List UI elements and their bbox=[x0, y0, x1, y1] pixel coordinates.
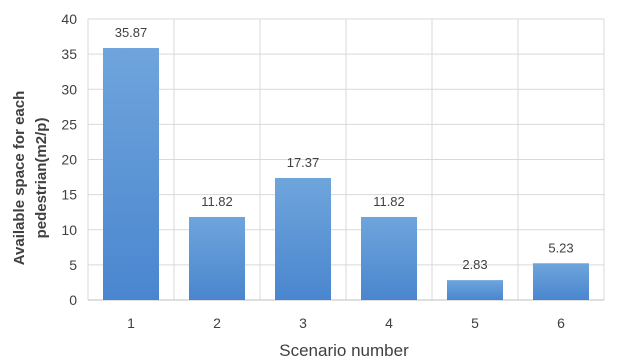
y-tick-10: 10 bbox=[61, 222, 77, 238]
x-tick-1: 1 bbox=[127, 315, 135, 331]
data-label-6: 5.23 bbox=[548, 240, 573, 255]
y-tick-15: 15 bbox=[61, 187, 77, 203]
data-label-3: 17.37 bbox=[287, 155, 320, 170]
bar-4 bbox=[361, 216, 417, 300]
data-label-4: 11.82 bbox=[373, 194, 405, 209]
data-label-2: 11.82 bbox=[201, 194, 233, 209]
x-tick-4: 4 bbox=[385, 315, 393, 331]
x-axis-title: Scenario number bbox=[279, 341, 409, 360]
y-tick-30: 30 bbox=[61, 81, 77, 97]
x-tick-5: 5 bbox=[471, 315, 479, 331]
data-labels: 35.87 11.82 17.37 11.82 2.83 5.23 bbox=[115, 25, 574, 272]
y-tick-0: 0 bbox=[69, 292, 77, 308]
data-label-5: 2.83 bbox=[462, 257, 487, 272]
y-tick-25: 25 bbox=[61, 116, 77, 132]
bar-1 bbox=[103, 48, 159, 301]
x-axis-ticks: 1 2 3 4 5 6 bbox=[127, 315, 565, 331]
bars bbox=[103, 48, 589, 301]
y-axis-title-line-1: Available space for each bbox=[11, 91, 28, 266]
y-axis-ticks: 0 5 10 15 20 25 30 35 40 bbox=[61, 11, 77, 308]
y-tick-35: 35 bbox=[61, 46, 77, 62]
x-tick-6: 6 bbox=[557, 315, 565, 331]
y-tick-20: 20 bbox=[61, 152, 77, 168]
data-label-1: 35.87 bbox=[115, 25, 148, 40]
y-axis-title: Available space for each pedestrian(m2/p… bbox=[11, 91, 50, 266]
bar-5 bbox=[447, 280, 503, 300]
x-tick-2: 2 bbox=[213, 315, 221, 331]
gridlines bbox=[87, 18, 605, 301]
x-tick-3: 3 bbox=[299, 315, 307, 331]
bar-3 bbox=[275, 177, 331, 300]
bar-2 bbox=[189, 216, 245, 300]
bar-6 bbox=[533, 263, 589, 300]
y-tick-40: 40 bbox=[61, 11, 77, 27]
y-tick-5: 5 bbox=[69, 257, 77, 273]
y-axis-title-line-2: pedestrian(m2/p) bbox=[33, 118, 50, 239]
